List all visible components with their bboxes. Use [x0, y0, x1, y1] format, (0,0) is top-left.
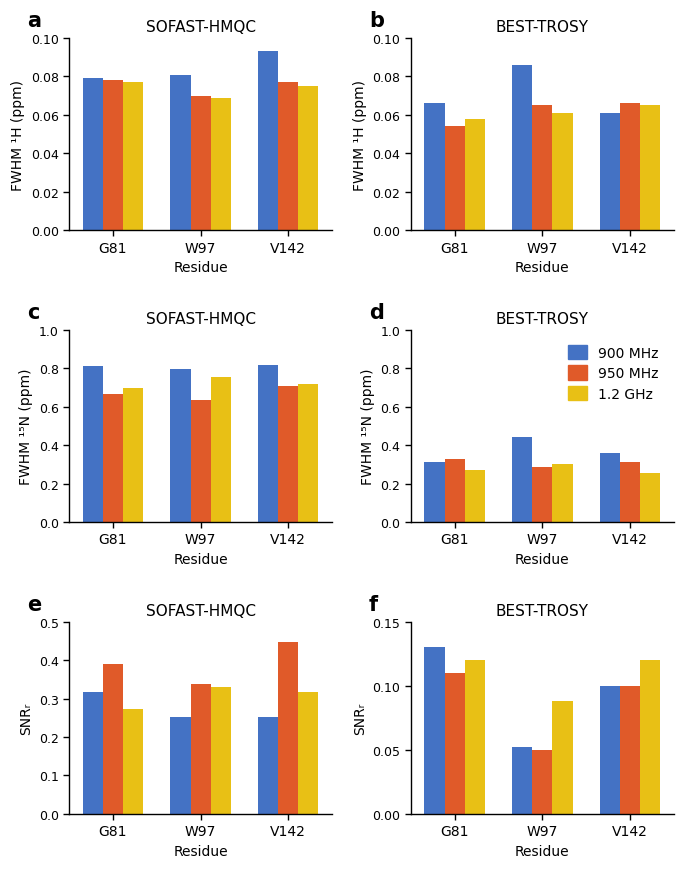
Text: a: a [27, 11, 41, 31]
Bar [123, 389, 143, 522]
Bar [190, 401, 211, 522]
Bar [171, 370, 190, 522]
Bar [553, 701, 573, 814]
Bar [532, 468, 553, 522]
Bar [258, 366, 278, 522]
Title: SOFAST-HMQC: SOFAST-HMQC [146, 20, 256, 35]
Bar [278, 83, 299, 231]
Bar [83, 367, 103, 522]
Bar [278, 386, 299, 522]
Y-axis label: FWHM ¹⁵N (ppm): FWHM ¹⁵N (ppm) [361, 368, 375, 485]
Bar [103, 664, 123, 814]
Bar [512, 437, 532, 522]
Y-axis label: FWHM ¹⁵N (ppm): FWHM ¹⁵N (ppm) [19, 368, 33, 485]
Bar [512, 747, 532, 814]
Bar [299, 87, 319, 231]
Text: b: b [369, 11, 384, 31]
Bar [600, 114, 620, 231]
Text: c: c [27, 302, 39, 322]
Bar [425, 104, 445, 231]
Bar [190, 684, 211, 814]
Bar [553, 114, 573, 231]
Text: d: d [369, 302, 384, 322]
Bar [83, 693, 103, 814]
Bar [445, 459, 465, 522]
Bar [640, 106, 660, 231]
Bar [83, 79, 103, 231]
Bar [553, 465, 573, 522]
Bar [620, 104, 640, 231]
Bar [532, 106, 553, 231]
Bar [258, 717, 278, 814]
Bar [211, 98, 231, 231]
X-axis label: Residue: Residue [173, 553, 228, 567]
Bar [258, 52, 278, 231]
Bar [425, 462, 445, 522]
Bar [190, 96, 211, 231]
Bar [445, 127, 465, 231]
Y-axis label: FWHM ¹H (ppm): FWHM ¹H (ppm) [353, 79, 367, 190]
Title: SOFAST-HMQC: SOFAST-HMQC [146, 312, 256, 327]
Bar [211, 687, 231, 814]
Bar [278, 642, 299, 814]
Bar [600, 686, 620, 814]
Text: e: e [27, 594, 41, 614]
Bar [640, 660, 660, 814]
Bar [512, 66, 532, 231]
Bar [600, 454, 620, 522]
Legend: 900 MHz, 950 MHz, 1.2 GHz: 900 MHz, 950 MHz, 1.2 GHz [559, 337, 667, 409]
Bar [445, 673, 465, 814]
Bar [103, 81, 123, 231]
X-axis label: Residue: Residue [515, 844, 570, 858]
Y-axis label: SNRᵣ: SNRᵣ [353, 702, 367, 734]
Bar [425, 647, 445, 814]
Title: BEST-TROSY: BEST-TROSY [496, 603, 589, 618]
Bar [299, 384, 319, 522]
Bar [103, 395, 123, 522]
Title: SOFAST-HMQC: SOFAST-HMQC [146, 603, 256, 618]
Bar [123, 83, 143, 231]
Bar [465, 471, 485, 522]
Bar [171, 76, 190, 231]
Title: BEST-TROSY: BEST-TROSY [496, 312, 589, 327]
Y-axis label: SNRᵣ: SNRᵣ [19, 702, 33, 734]
Title: BEST-TROSY: BEST-TROSY [496, 20, 589, 35]
X-axis label: Residue: Residue [173, 261, 228, 275]
Y-axis label: FWHM ¹H (ppm): FWHM ¹H (ppm) [11, 79, 25, 190]
Bar [465, 120, 485, 231]
Bar [299, 693, 319, 814]
Bar [640, 474, 660, 522]
Bar [465, 660, 485, 814]
Bar [620, 462, 640, 522]
Bar [171, 717, 190, 814]
Text: f: f [369, 594, 378, 614]
X-axis label: Residue: Residue [515, 553, 570, 567]
Bar [532, 750, 553, 814]
X-axis label: Residue: Residue [515, 261, 570, 275]
X-axis label: Residue: Residue [173, 844, 228, 858]
Bar [123, 709, 143, 814]
Bar [620, 686, 640, 814]
Bar [211, 377, 231, 522]
